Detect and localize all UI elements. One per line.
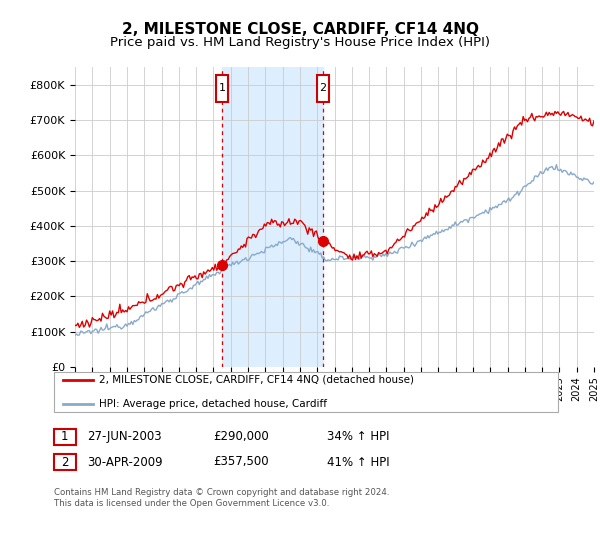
Text: £290,000: £290,000 bbox=[213, 430, 269, 444]
Text: 1: 1 bbox=[218, 83, 226, 94]
Text: £357,500: £357,500 bbox=[213, 455, 269, 469]
Bar bbox=[222, 67, 323, 367]
Text: 27-JUN-2003: 27-JUN-2003 bbox=[87, 430, 161, 444]
Text: 2, MILESTONE CLOSE, CARDIFF, CF14 4NQ: 2, MILESTONE CLOSE, CARDIFF, CF14 4NQ bbox=[121, 22, 479, 38]
Text: 2, MILESTONE CLOSE, CARDIFF, CF14 4NQ (detached house): 2, MILESTONE CLOSE, CARDIFF, CF14 4NQ (d… bbox=[99, 375, 414, 385]
Text: Contains HM Land Registry data © Crown copyright and database right 2024.
This d: Contains HM Land Registry data © Crown c… bbox=[54, 488, 389, 508]
Text: 41% ↑ HPI: 41% ↑ HPI bbox=[327, 455, 389, 469]
FancyBboxPatch shape bbox=[216, 75, 228, 102]
FancyBboxPatch shape bbox=[317, 75, 329, 102]
Text: 34% ↑ HPI: 34% ↑ HPI bbox=[327, 430, 389, 444]
Text: 1: 1 bbox=[61, 430, 68, 444]
Text: 2: 2 bbox=[319, 83, 326, 94]
Text: Price paid vs. HM Land Registry's House Price Index (HPI): Price paid vs. HM Land Registry's House … bbox=[110, 36, 490, 49]
Text: 2: 2 bbox=[61, 455, 68, 469]
Text: HPI: Average price, detached house, Cardiff: HPI: Average price, detached house, Card… bbox=[99, 399, 327, 409]
Text: 30-APR-2009: 30-APR-2009 bbox=[87, 455, 163, 469]
